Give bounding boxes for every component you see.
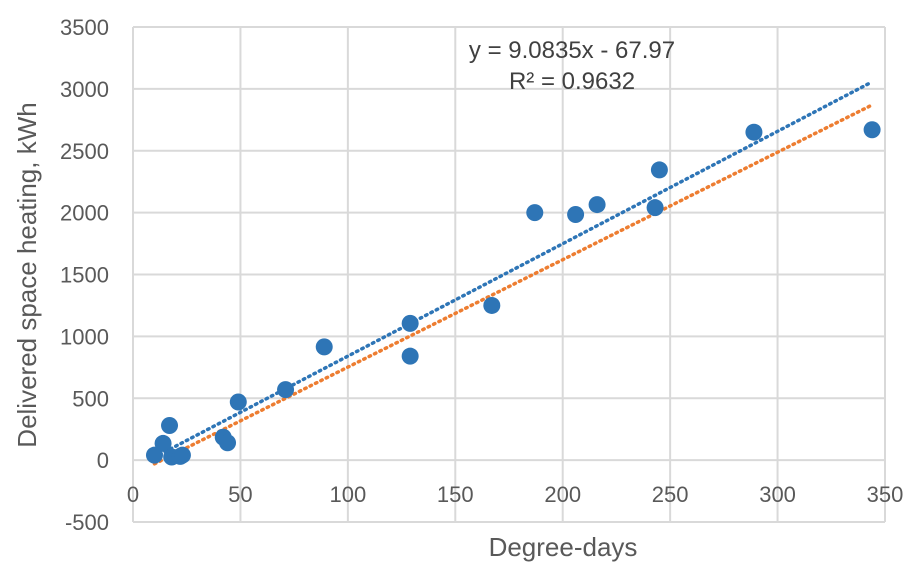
data-point — [567, 205, 585, 223]
x-axis-title: Degree-days — [489, 532, 638, 562]
y-tick-label: 0 — [97, 448, 109, 473]
y-tick-label: 2500 — [60, 139, 109, 164]
y-tick-label: 3000 — [60, 77, 109, 102]
data-point — [646, 199, 664, 217]
y-tick-label: 2000 — [60, 201, 109, 226]
data-point — [145, 446, 163, 464]
x-tick-label: 150 — [437, 482, 474, 507]
trendline-equation: y = 9.0835x - 67.97 — [469, 37, 675, 64]
linear-trendline — [152, 80, 874, 460]
x-tick-label: 350 — [867, 482, 904, 507]
data-point — [173, 446, 191, 464]
orange-trendline — [152, 103, 874, 466]
y-tick-label: -500 — [65, 510, 109, 535]
trendlines — [152, 80, 874, 466]
data-point — [219, 434, 237, 452]
x-tick-label: 300 — [759, 482, 796, 507]
x-tick-label: 50 — [228, 482, 252, 507]
data-point — [229, 393, 247, 411]
y-tick-label: 3500 — [60, 15, 109, 40]
data-point — [154, 434, 172, 452]
y-tick-label: 1500 — [60, 263, 109, 288]
data-point — [483, 296, 501, 314]
r-squared-label: R² = 0.9632 — [509, 68, 635, 95]
x-tick-label: 250 — [652, 482, 689, 507]
grid — [132, 26, 886, 523]
y-tick-label: 1000 — [60, 324, 109, 349]
data-point — [745, 123, 763, 141]
x-tick-label: 100 — [329, 482, 366, 507]
data-point — [161, 416, 179, 434]
data-point — [315, 338, 333, 356]
tick-labels: 0 50 100 150 200 250 300 350 -500 0 500 1000 1500 200… — [60, 15, 903, 535]
y-axis-title: Delivered space heating, kWh — [12, 102, 42, 447]
x-tick-label: 0 — [127, 482, 139, 507]
data-point — [863, 121, 881, 139]
data-point — [401, 314, 419, 332]
data-point — [526, 204, 544, 222]
y-tick-label: 500 — [72, 386, 109, 411]
data-point — [401, 347, 419, 365]
data-point — [277, 381, 295, 399]
data-points — [145, 121, 881, 466]
data-point — [588, 196, 606, 214]
data-point — [650, 161, 668, 179]
x-tick-label: 200 — [544, 482, 581, 507]
